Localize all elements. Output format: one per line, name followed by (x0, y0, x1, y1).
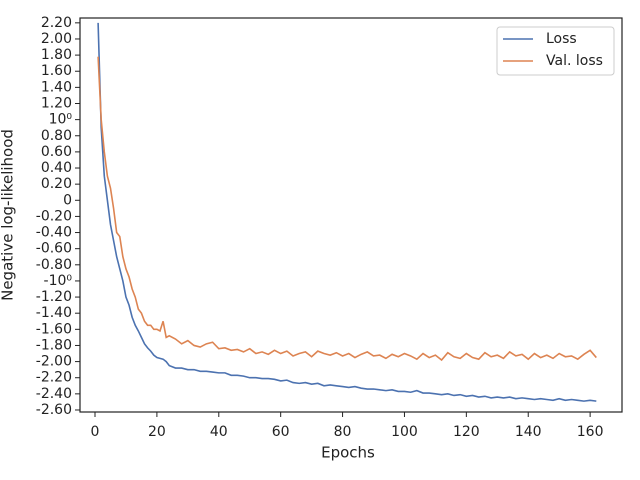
y-tick-label: 2.00 (41, 31, 72, 47)
y-tick-label: -2.60 (36, 402, 72, 418)
y-tick-label: 1.80 (41, 47, 72, 63)
y-tick-label: 10⁰ (49, 112, 73, 128)
y-tick-label: 0 (63, 192, 72, 208)
legend-label: Loss (546, 31, 577, 47)
y-tick-label: -2.20 (36, 370, 72, 386)
y-tick-label: -2.00 (36, 354, 72, 370)
x-tick-label: 140 (515, 424, 542, 440)
y-tick-label: 1.40 (41, 79, 72, 95)
y-tick-label: 1.20 (41, 95, 72, 111)
y-tick-label: 0.20 (41, 176, 72, 192)
y-tick-label: -0.40 (36, 225, 72, 241)
y-tick-label: -0.20 (36, 208, 72, 224)
x-tick-label: 100 (391, 424, 418, 440)
y-tick-label: -10⁰ (44, 273, 73, 289)
y-tick-label: 0.60 (41, 144, 72, 160)
y-tick-label: -0.80 (36, 257, 72, 273)
y-tick-label: -0.60 (36, 241, 72, 257)
x-tick-label: 0 (91, 424, 100, 440)
x-tick-label: 60 (272, 424, 290, 440)
y-axis-label: Negative log-likelihood (0, 129, 17, 301)
y-tick-label: -2.40 (36, 386, 72, 402)
x-tick-label: 40 (210, 424, 228, 440)
x-axis-label: Epochs (321, 444, 375, 462)
y-tick-label: 1.60 (41, 63, 72, 79)
x-tick-label: 20 (148, 424, 166, 440)
x-tick-label: 80 (334, 424, 352, 440)
y-tick-label: 0.40 (41, 160, 72, 176)
y-tick-label: -1.80 (36, 337, 72, 353)
line-series (97, 22, 597, 402)
x-tick-label: 160 (577, 424, 604, 440)
y-tick-label: -1.20 (36, 289, 72, 305)
x-tick-label: 120 (453, 424, 480, 440)
y-tick-label: 0.80 (41, 128, 72, 144)
legend-label: Val. loss (546, 53, 603, 69)
plot-frame (79, 17, 623, 413)
y-tick-label: -1.40 (36, 305, 72, 321)
line-series (97, 56, 597, 362)
y-tick-label: -1.60 (36, 321, 72, 337)
y-tick-label: 2.20 (41, 15, 72, 31)
